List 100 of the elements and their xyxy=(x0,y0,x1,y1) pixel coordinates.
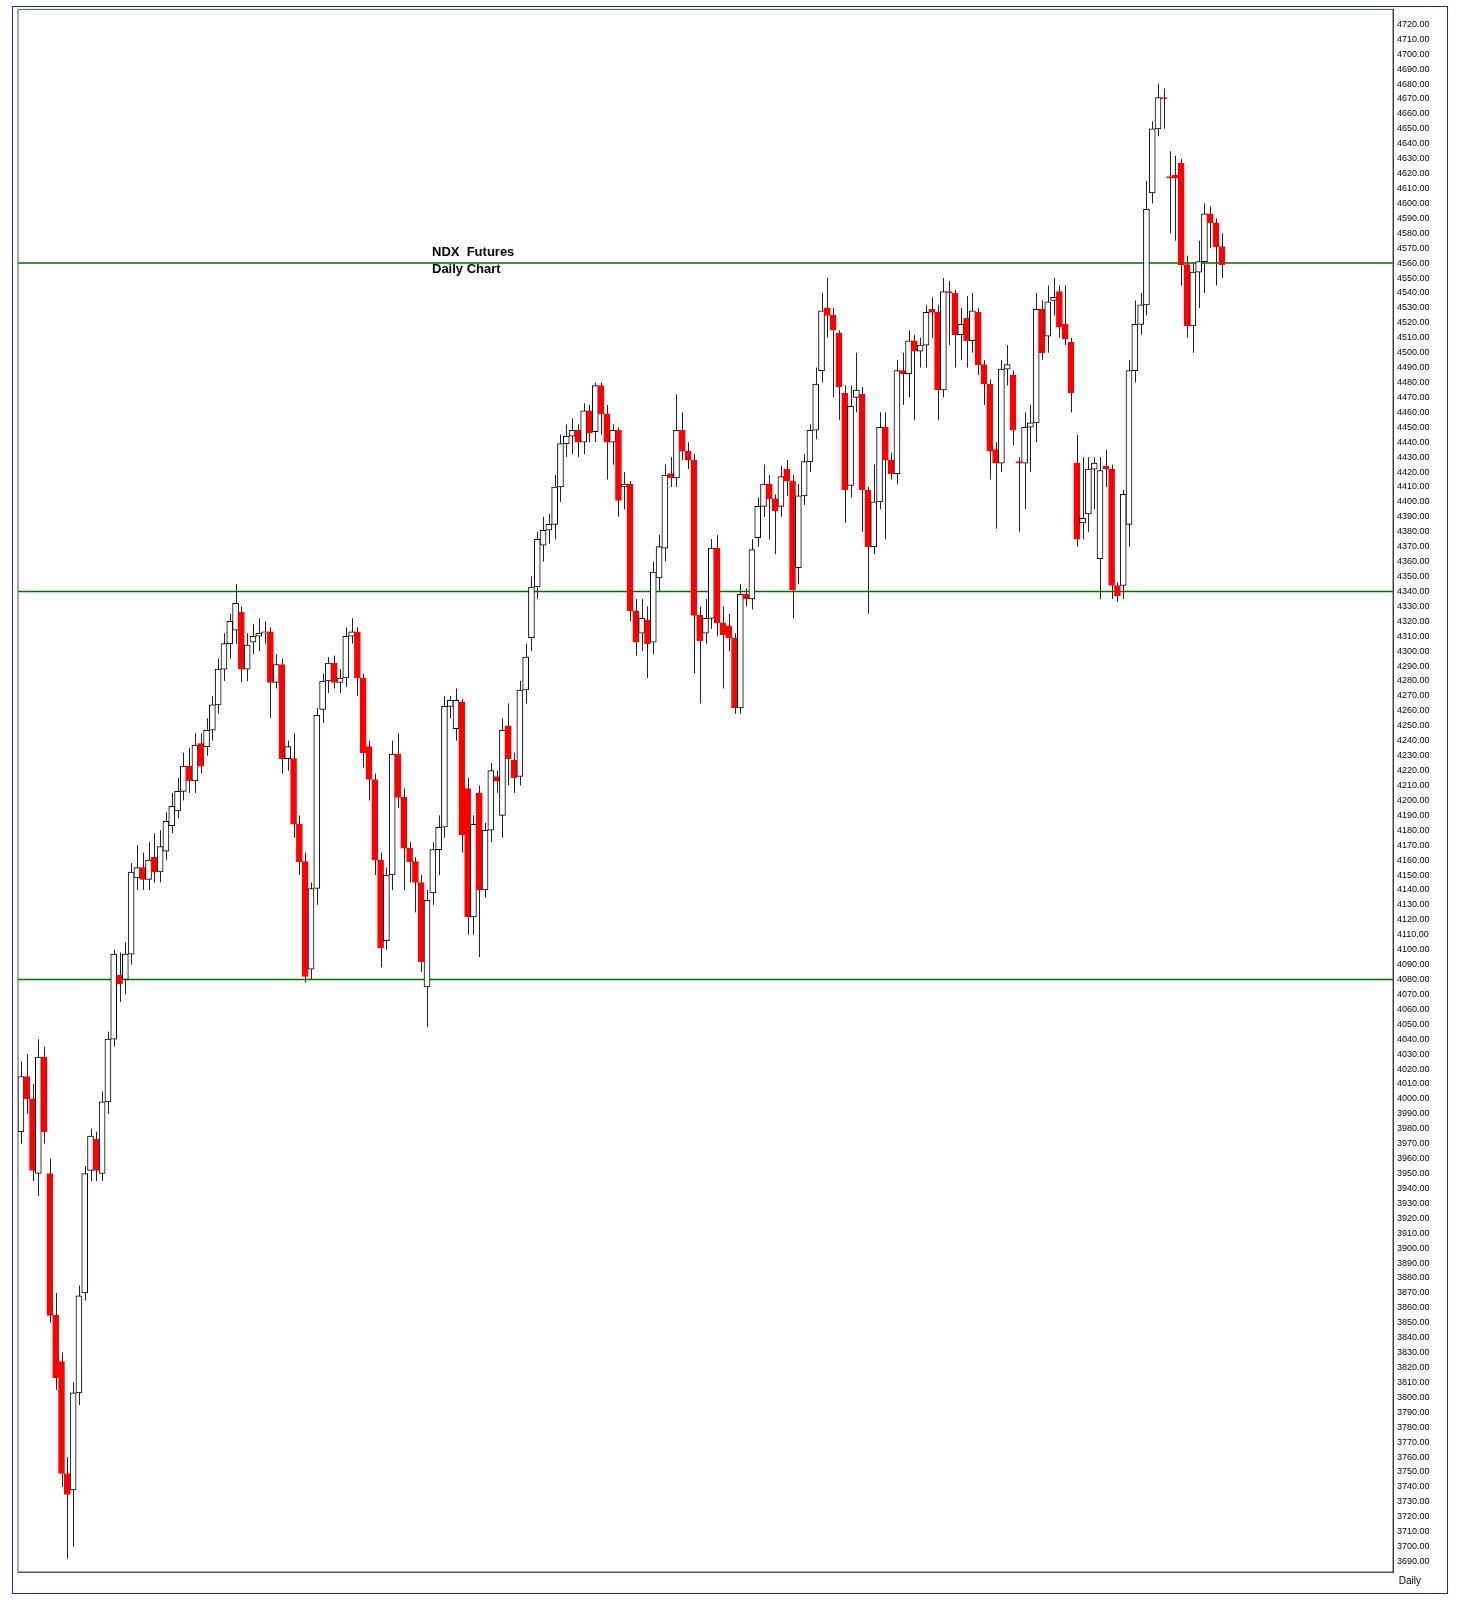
candlestick xyxy=(945,280,953,346)
y-tick-label: 3980.00 xyxy=(1397,1123,1430,1134)
candlestick xyxy=(638,598,646,652)
candlestick xyxy=(272,653,280,689)
y-tick-label: 4000.00 xyxy=(1397,1093,1430,1104)
y-tick-label: 4060.00 xyxy=(1397,1003,1430,1014)
candlestick xyxy=(957,307,965,361)
y-tick-label: 3780.00 xyxy=(1397,1421,1430,1432)
text: Daily xyxy=(1398,1575,1421,1586)
y-tick-label: 4240.00 xyxy=(1397,735,1430,746)
candlestick xyxy=(574,423,582,458)
candlestick xyxy=(406,841,413,883)
y-tick-label: 3870.00 xyxy=(1397,1287,1430,1298)
candlestick xyxy=(23,1053,31,1115)
candlestick xyxy=(1027,404,1034,473)
y-tick-label: 4280.00 xyxy=(1397,675,1430,686)
y-tick-label: 4310.00 xyxy=(1397,630,1430,641)
y-tick-label: 4580.00 xyxy=(1397,227,1430,238)
candlestick xyxy=(911,334,918,421)
y-tick-label: 3690.00 xyxy=(1397,1556,1430,1567)
y-tick-label: 3760.00 xyxy=(1397,1451,1430,1462)
candlestick xyxy=(1160,88,1168,130)
y-tick-label: 3960.00 xyxy=(1397,1153,1430,1164)
candlestick xyxy=(644,605,651,679)
candlestick xyxy=(116,952,123,1003)
y-tick-label: 3950.00 xyxy=(1397,1168,1430,1178)
y-tick-label: 4460.00 xyxy=(1397,406,1430,417)
candlestick xyxy=(412,856,419,913)
y-tick-label: 4090.00 xyxy=(1397,959,1430,970)
y-tick-label: 4600.00 xyxy=(1397,197,1430,208)
candlestick xyxy=(330,655,338,689)
y-tick-label: 4640.00 xyxy=(1397,138,1430,149)
y-tick-label: 4070.00 xyxy=(1397,988,1430,999)
y-tick-label: 4570.00 xyxy=(1397,242,1430,253)
y-tick-label: 3970.00 xyxy=(1397,1138,1430,1149)
y-tick-label: 4650.00 xyxy=(1397,123,1430,134)
y-tick-label: 4220.00 xyxy=(1397,765,1430,776)
y-tick-label: 4360.00 xyxy=(1397,556,1430,567)
candlestick xyxy=(139,852,147,891)
candlestick xyxy=(667,456,675,488)
candlestick xyxy=(1114,582,1121,603)
candlestick xyxy=(586,404,593,443)
y-tick-label: 4470.00 xyxy=(1397,391,1430,402)
candlestick xyxy=(1015,456,1023,533)
y-tick-label: 4030.00 xyxy=(1397,1048,1430,1059)
y-tick-label: 4700.00 xyxy=(1397,48,1430,59)
y-tick-label: 3740.00 xyxy=(1397,1481,1430,1492)
y-tick-label: 4050.00 xyxy=(1397,1018,1430,1029)
y-tick-label: 4480.00 xyxy=(1397,377,1430,387)
candlestick xyxy=(284,740,292,772)
candlestick xyxy=(853,352,860,413)
y-tick-label: 4430.00 xyxy=(1397,451,1430,462)
y-tick-label: 3750.00 xyxy=(1397,1466,1430,1477)
y-tick-label: 4420.00 xyxy=(1397,466,1430,477)
candlestick xyxy=(916,337,924,369)
y-tick-label: 4210.00 xyxy=(1397,779,1430,790)
candlestick xyxy=(197,732,205,775)
y-tick-label: 3700.00 xyxy=(1397,1541,1430,1552)
y-tick-label: 3830.00 xyxy=(1397,1347,1430,1358)
y-tick-label: 3940.00 xyxy=(1397,1182,1430,1193)
y-tick-label: 4340.00 xyxy=(1397,585,1430,596)
y-tick-label: 4080.00 xyxy=(1397,973,1430,984)
candlestick xyxy=(348,617,355,645)
y-tick-label: 4300.00 xyxy=(1397,645,1430,656)
y-tick-label: 3730.00 xyxy=(1397,1496,1430,1507)
candlestick xyxy=(765,474,773,540)
y-tick-label: 4370.00 xyxy=(1397,541,1430,552)
candlestick xyxy=(1195,240,1202,309)
y-tick-label: 4530.00 xyxy=(1397,302,1430,313)
y-tick-label: 3860.00 xyxy=(1397,1302,1430,1313)
candlestick xyxy=(824,277,831,339)
candlestick xyxy=(1079,456,1086,540)
y-tick-label: 3920.00 xyxy=(1397,1212,1430,1223)
y-tick-label: 4350.00 xyxy=(1397,571,1430,582)
candlestick xyxy=(568,417,576,455)
y-tick-label: 4710.00 xyxy=(1397,33,1430,44)
y-tick-label: 4690.00 xyxy=(1397,63,1430,74)
candlestick xyxy=(1137,292,1144,336)
candlestick xyxy=(1090,456,1098,510)
y-tick-label: 4510.00 xyxy=(1397,332,1430,343)
candlestick xyxy=(678,411,686,461)
y-tick-label: 4680.00 xyxy=(1397,78,1430,89)
y-tick-label: 4320.00 xyxy=(1397,615,1430,626)
y-tick-label: 4110.00 xyxy=(1397,929,1429,940)
y-tick-label: 3900.00 xyxy=(1397,1242,1430,1253)
y-tick-label: 3710.00 xyxy=(1397,1526,1430,1537)
candlestick xyxy=(928,296,936,339)
candlestick xyxy=(151,832,158,883)
y-tick-label: 4100.00 xyxy=(1397,944,1430,955)
candlestick xyxy=(1206,205,1214,249)
y-tick-label: 4660.00 xyxy=(1397,108,1430,119)
candlestick xyxy=(261,620,268,645)
candlestick xyxy=(1050,277,1057,316)
y-tick-label: 4720.00 xyxy=(1397,18,1430,29)
y-tick-label: 4120.00 xyxy=(1397,914,1430,925)
candlestick xyxy=(963,295,970,369)
candlestick xyxy=(562,423,570,458)
y-tick-label: 4630.00 xyxy=(1397,153,1430,164)
candlestick xyxy=(760,464,767,518)
y-tick-label: 3880.00 xyxy=(1397,1272,1430,1283)
